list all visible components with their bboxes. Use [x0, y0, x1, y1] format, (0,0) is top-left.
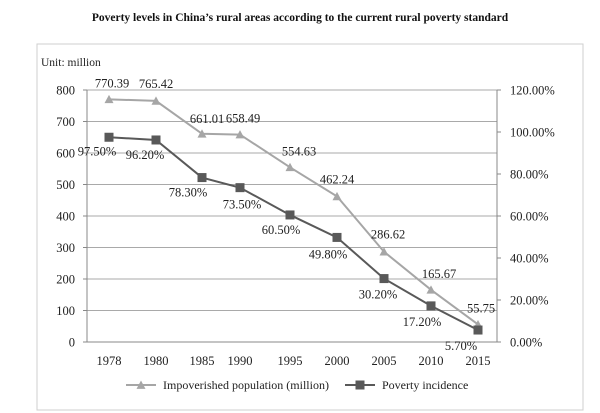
left-axis-tick-label: 400: [56, 210, 75, 224]
right-axis-tick-label: 80.00%: [510, 168, 549, 182]
population-point: [235, 130, 245, 139]
population-data-label: 462.24: [320, 172, 355, 186]
x-axis-tick-label: 2005: [372, 354, 397, 368]
left-axis-tick-label: 700: [56, 115, 75, 129]
incidence-data-label: 5.70%: [445, 339, 477, 353]
population-point: [379, 247, 389, 256]
right-axis-tick-label: 120.00%: [510, 84, 555, 98]
incidence-data-label: 30.20%: [359, 288, 398, 302]
left-axis-tick-label: 300: [56, 241, 75, 255]
incidence-point: [104, 132, 114, 142]
x-axis-tick-label: 1990: [228, 354, 253, 368]
left-axis-tick-label: 200: [56, 273, 75, 287]
right-axis-tick-label: 100.00%: [510, 126, 555, 140]
incidence-point: [285, 210, 295, 220]
data-labels: 770.39 765.42 661.01 658.49 554.63 462.24 286.…: [78, 76, 495, 353]
left-axis-tick-label: 0: [69, 336, 75, 350]
right-axis-tick-label: 0.00%: [510, 336, 542, 350]
legend: Impoverished population (million) Poverty…: [126, 378, 468, 392]
incidence-data-label: 73.50%: [223, 198, 262, 212]
population-data-label: 55.75: [467, 301, 495, 315]
incidence-point: [379, 274, 389, 284]
incidence-point: [151, 135, 161, 145]
incidence-point: [235, 183, 245, 193]
population-data-label: 770.39: [95, 76, 129, 90]
x-axis-tick-label: 2000: [325, 354, 350, 368]
population-point: [285, 162, 295, 172]
incidence-point: [426, 301, 436, 311]
population-point: [426, 285, 436, 294]
axes: 0 100 200 300 400 500 600 700 800 0.00% 20.00% 40.0…: [56, 84, 555, 369]
incidence-data-label: 49.80%: [309, 247, 348, 261]
incidence-data-label: 97.50%: [78, 144, 117, 158]
population-point: [197, 129, 207, 138]
x-axis-tick-label: 1985: [190, 354, 215, 368]
x-axis-tick-label: 2015: [466, 354, 491, 368]
incidence-data-label: 60.50%: [262, 223, 301, 237]
legend-marker-population: [136, 380, 146, 389]
incidence-point: [473, 325, 483, 335]
right-axis-tick-label: 20.00%: [510, 294, 549, 308]
x-axis-tick-label: 1978: [97, 354, 122, 368]
right-axis-tick-label: 60.00%: [510, 210, 549, 224]
left-axis-tick-label: 100: [56, 304, 75, 318]
legend-label-incidence: Poverty incidence: [382, 378, 468, 392]
x-axis-tick-label: 1980: [144, 354, 169, 368]
unit-label: Unit: million: [41, 57, 101, 69]
grid-lines: [87, 89, 497, 311]
population-data-label: 658.49: [226, 112, 260, 126]
legend-marker-incidence: [355, 380, 365, 390]
population-data-label: 554.63: [282, 144, 316, 158]
population-point: [332, 191, 342, 201]
incidence-data-label: 17.20%: [403, 315, 442, 329]
left-axis-tick-label: 500: [56, 178, 75, 192]
x-axis-tick-label: 1995: [278, 354, 303, 368]
population-point: [151, 96, 161, 105]
legend-label-population: Impoverished population (million): [163, 378, 329, 392]
population-data-label: 765.42: [139, 77, 173, 91]
population-data-label: 165.67: [422, 267, 456, 281]
right-axis-tick-label: 40.00%: [510, 252, 549, 266]
population-point: [104, 94, 114, 104]
population-data-label: 286.62: [371, 228, 405, 242]
series-layer: [104, 94, 483, 335]
chart-frame: [36, 43, 584, 411]
incidence-point: [197, 173, 207, 183]
left-axis-tick-label: 600: [56, 147, 75, 161]
incidence-point: [332, 232, 342, 242]
incidence-data-label: 78.30%: [169, 186, 208, 200]
population-data-label: 661.01: [190, 112, 224, 126]
left-axis-tick-label: 800: [56, 84, 75, 98]
incidence-data-label: 96.20%: [126, 148, 165, 162]
chart-title: Poverty levels in China’s rural areas ac…: [92, 12, 509, 24]
x-axis-tick-label: 2010: [419, 354, 444, 368]
